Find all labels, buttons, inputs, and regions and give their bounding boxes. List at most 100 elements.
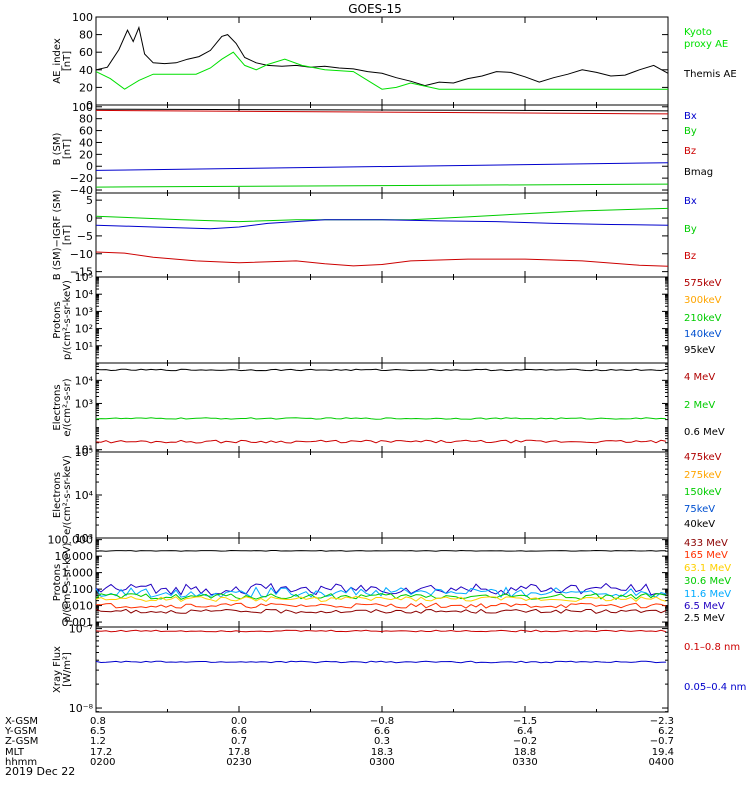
- y-tick-label: 100.000: [48, 534, 94, 547]
- x-axis-row-label: hhmm: [5, 757, 37, 768]
- y-tick-label: −5: [77, 230, 93, 243]
- series-line: [95, 608, 667, 614]
- legend-entry: 575keV: [684, 278, 722, 289]
- y-tick-label: 10¹: [75, 340, 93, 353]
- x-axis-value: −2.3: [650, 716, 674, 727]
- series-line: [95, 660, 667, 664]
- y-axis-label: p/(cm²-s-sr-keV): [62, 280, 73, 360]
- x-axis-value: 0300: [369, 757, 394, 768]
- y-axis-label: [nT]: [62, 51, 73, 71]
- x-axis-value: −1.5: [513, 716, 537, 727]
- legend-entry: 2 MeV: [684, 400, 715, 411]
- y-tick-label: 0: [86, 212, 93, 225]
- legend-entry: 300keV: [684, 295, 722, 306]
- y-tick-label: 10²: [75, 323, 93, 336]
- series-line: [95, 109, 669, 115]
- series-line: [95, 183, 669, 188]
- y-tick-label: 10⁻⁸: [69, 702, 94, 715]
- y-tick-label: 5: [86, 194, 93, 207]
- legend-entry: 6.5 MeV: [684, 601, 725, 612]
- series-line: [95, 629, 667, 633]
- y-tick-label: 1.000: [62, 567, 94, 580]
- y-tick-label: 10⁴: [75, 489, 94, 502]
- y-axis-label: AE_index: [52, 38, 63, 84]
- panel-7: 0.001 0.010 0.100 1.000 10.000 100.000 Protons…: [48, 534, 732, 629]
- y-axis-label: B (SM): [52, 132, 63, 165]
- y-tick-label: 0: [86, 160, 93, 173]
- y-tick-label: 40: [79, 136, 93, 149]
- x-axis-value: 6.5: [90, 726, 106, 737]
- y-tick-label: 100: [72, 101, 93, 114]
- legend-entry: 0.05–0.4 nm: [684, 682, 746, 693]
- y-tick-label: 10³: [75, 532, 93, 545]
- series-line: [95, 25, 669, 87]
- x-axis-value: 6.6: [231, 726, 247, 737]
- legend-entry: 433 MeV: [684, 538, 728, 549]
- legend-entry: 95keV: [684, 345, 715, 356]
- x-axis-value: 1.2: [90, 736, 106, 747]
- series-line: [95, 219, 669, 230]
- legend-entry: Themis AE: [683, 69, 737, 80]
- y-tick-label: 0: [86, 99, 93, 112]
- series-line: [95, 368, 667, 372]
- series-line: [95, 417, 667, 420]
- panel-5: 10¹ 10³ 10⁴ Electrons e/(cm²-s-sr) 4 MeV 2 MeV…: [52, 362, 725, 457]
- legend-entry: 40keV: [684, 519, 715, 530]
- legend-entry: 165 MeV: [684, 550, 728, 561]
- y-tick-label: 40: [79, 64, 93, 77]
- panel-frame: [95, 626, 669, 713]
- y-axis-label: Xray Flux: [52, 646, 63, 693]
- panel-3: −15 −10 −5 0 5 B (SM)−IGRF (SM) [nT] Bx By Bz: [52, 190, 697, 281]
- legend-entry: 0.6 MeV: [684, 427, 725, 438]
- legend-entry: Bmag: [684, 167, 713, 178]
- panel-frame: [95, 104, 669, 194]
- y-tick-label: 20: [79, 148, 93, 161]
- panel-4: 10¹ 10² 10³ 10⁴ 10⁵ Protons p/(cm²-s-sr-keV) 57…: [52, 271, 722, 364]
- y-tick-label: 10³: [75, 397, 93, 410]
- y-tick-label: 80: [79, 113, 93, 126]
- y-tick-label: 10³: [75, 305, 93, 318]
- y-tick-label: 80: [79, 29, 93, 42]
- series-line: [95, 439, 667, 444]
- y-tick-label: −20: [70, 172, 93, 185]
- y-axis-label: e/(cm²-s-sr): [62, 378, 73, 436]
- x-axis-value: −0.2: [513, 736, 537, 747]
- date-label: 2019 Dec 22: [5, 765, 75, 778]
- y-tick-label: 10⁵: [75, 271, 93, 284]
- x-axis-row-label: MLT: [5, 747, 25, 758]
- legend-entry: Bz: [684, 146, 696, 157]
- x-axis-value: 6.2: [658, 726, 674, 737]
- legend-entry: 475keV: [684, 452, 722, 463]
- y-tick-label: 60: [79, 125, 93, 138]
- x-axis-value: 0200: [90, 757, 115, 768]
- y-tick-label: 100: [72, 11, 93, 24]
- y-tick-label: 10¹: [75, 444, 93, 457]
- x-axis-value: −0.7: [650, 736, 674, 747]
- legend-entry: 150keV: [684, 487, 722, 498]
- x-axis-value: 18.8: [514, 747, 536, 758]
- legend-entry: By: [684, 126, 697, 137]
- x-axis-value: 6.6: [374, 726, 390, 737]
- y-tick-label: 10⁴: [75, 374, 94, 387]
- legend-entry: 30.6 MeV: [684, 576, 731, 587]
- y-axis-label: Protons: [52, 301, 63, 338]
- x-axis-value: 0.0: [231, 716, 247, 727]
- legend-entry: By: [684, 224, 697, 235]
- y-tick-label: 10⁻⁷: [69, 623, 93, 636]
- x-axis-row-label: Z-GSM: [5, 736, 38, 747]
- legend-entry: proxy AE: [684, 39, 728, 50]
- x-axis-value: 17.2: [90, 747, 112, 758]
- series-line: [95, 586, 667, 599]
- series-line: [95, 549, 666, 552]
- y-tick-label: 0.010: [62, 600, 94, 613]
- y-axis-label: p/(cm²-s-sr-keV): [62, 542, 73, 622]
- legend-entry: 4 MeV: [684, 372, 715, 383]
- y-tick-label: 0.100: [62, 583, 94, 596]
- y-axis-label: Electrons: [52, 384, 63, 430]
- legend-entry: 140keV: [684, 329, 722, 340]
- panel-frame: [95, 276, 669, 364]
- panel-frame: [95, 451, 669, 539]
